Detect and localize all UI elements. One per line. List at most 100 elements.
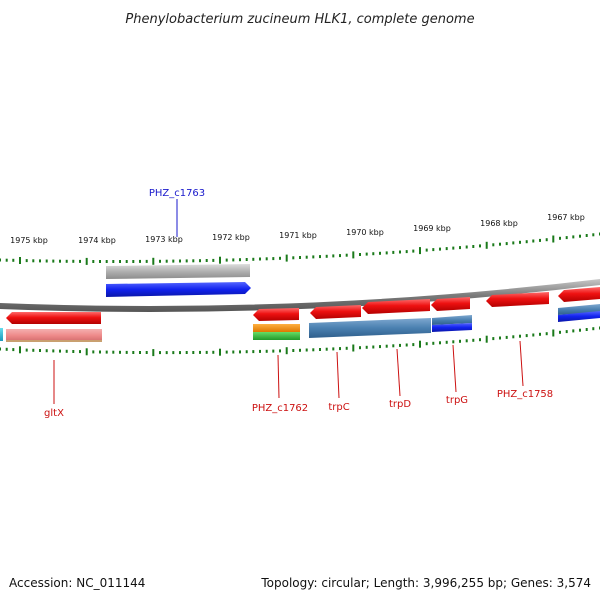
gene-right-red[interactable]: [558, 287, 600, 302]
gene-teal-left[interactable]: [0, 328, 3, 341]
inner-tick-2: [12, 348, 15, 352]
gene-label-trpC[interactable]: trpC: [328, 402, 349, 413]
inner-tick-83: [552, 329, 555, 337]
gene-label-trpD[interactable]: trpD: [389, 399, 411, 410]
gene-PHZ_c1762[interactable]: [253, 308, 299, 321]
inner-tick-65: [432, 341, 435, 345]
inner-tick-62: [412, 343, 415, 347]
gene-PHZ_c1762-green[interactable]: [253, 332, 300, 340]
outer-tick-8: [52, 259, 55, 263]
gene-right-blue[interactable]: [558, 311, 600, 322]
outer-tick-13: [85, 257, 88, 265]
outer-tick-66: [439, 247, 441, 251]
inner-tick-74: [492, 337, 495, 341]
gene-trpG-blue[interactable]: [432, 323, 472, 332]
outer-tick-40: [265, 257, 268, 261]
outer-tick-57: [379, 251, 381, 255]
inner-tick-34: [225, 350, 228, 354]
inner-tick-52: [345, 346, 348, 350]
outer-tick-27: [179, 259, 181, 263]
label-leader-lines: [53, 199, 524, 404]
outer-tick-37: [245, 258, 248, 261]
outer-tick-49: [325, 254, 328, 258]
gene-label-PHZ_c1763[interactable]: PHZ_c1763: [149, 188, 205, 199]
inner-tick-40: [265, 349, 268, 353]
inner-tick-49: [325, 347, 328, 351]
gene-PHZ_c1758[interactable]: [486, 292, 549, 307]
inner-tick-28: [185, 351, 188, 354]
outer-tick-82: [545, 238, 548, 242]
inner-tick-7: [45, 349, 48, 353]
gene-PHZ_c1762-orange[interactable]: [253, 324, 300, 332]
outer-tick-12: [79, 259, 81, 263]
inner-tick-24: [159, 351, 161, 355]
outer-tick-63: [419, 247, 421, 255]
outer-tick-76: [505, 242, 508, 246]
inner-tick-45: [299, 348, 301, 352]
outer-tick-83: [552, 235, 555, 243]
scale-label-1968: 1968 kbp: [480, 219, 518, 228]
outer-tick-70: [465, 245, 468, 249]
inner-tick-4: [25, 348, 28, 352]
outer-tick-7: [45, 259, 48, 263]
inner-tick-25: [165, 351, 168, 355]
outer-tick-53: [352, 251, 355, 259]
inner-tick-55: [365, 345, 368, 349]
scale-label-1974: 1974 kbp: [78, 236, 116, 245]
inner-tick-43: [285, 347, 288, 355]
outer-tick-75: [499, 242, 501, 246]
gene-label-gltX[interactable]: gltX: [44, 408, 64, 419]
inner-tick-35: [232, 350, 235, 354]
gene-gltX-rna[interactable]: [6, 329, 102, 342]
inner-tick-76: [505, 335, 508, 339]
inner-tick-5: [32, 348, 35, 352]
gene-trpC[interactable]: [310, 305, 361, 319]
outer-tick-71: [472, 245, 475, 248]
accession-text: Accession: NC_011144: [9, 576, 145, 590]
gene-label-PHZ_c1762[interactable]: PHZ_c1762: [252, 403, 308, 414]
inner-tick-68: [452, 340, 455, 344]
outer-tick-26: [172, 259, 175, 263]
gene-label-trpG[interactable]: trpG: [446, 395, 468, 406]
inner-tick-46: [305, 348, 308, 352]
scale-label-1971: 1971 kbp: [279, 231, 317, 240]
outer-tick-47: [312, 255, 315, 259]
outer-tick-89: [592, 233, 595, 237]
outer-tick-38: [252, 257, 255, 261]
operon-trp-steel[interactable]: [309, 318, 431, 338]
inner-tick-85: [565, 330, 568, 334]
inner-tick-53: [352, 344, 355, 352]
inner-tick-39: [259, 349, 261, 353]
inner-tick-79: [525, 334, 528, 338]
inner-tick-33: [219, 348, 221, 356]
outer-tick-56: [372, 252, 375, 256]
gene-PHZ_c1763-grey[interactable]: [106, 264, 250, 279]
outer-scale-ticks: [0, 232, 600, 265]
gene-PHZ_c1763[interactable]: [106, 282, 251, 297]
outer-tick-24: [159, 259, 161, 263]
inner-tick-0: [0, 347, 1, 351]
inner-tick-60: [399, 343, 401, 347]
outer-tick-36: [239, 258, 241, 262]
gene-gltX[interactable]: [6, 312, 101, 324]
inner-tick-84: [559, 330, 561, 334]
gene-trpG[interactable]: [431, 297, 470, 311]
scale-label-1970: 1970 kbp: [346, 228, 384, 237]
gene-gltX-rna-edge: [6, 340, 102, 342]
inner-tick-66: [439, 341, 441, 345]
operon-trp-steel-right[interactable]: [432, 315, 472, 325]
outer-tick-35: [232, 258, 235, 262]
outer-tick-6: [39, 259, 41, 263]
outer-tick-4: [25, 259, 28, 263]
gene-label-PHZ_c1758[interactable]: PHZ_c1758: [497, 389, 553, 400]
outer-tick-19: [125, 260, 128, 263]
outer-tick-55: [365, 252, 368, 256]
outer-tick-88: [585, 234, 588, 237]
leader-trpG: [452, 344, 457, 393]
inner-tick-61: [405, 343, 408, 347]
inner-tick-22: [145, 351, 148, 354]
outer-tick-59: [392, 250, 395, 254]
leader-PHZ_c1762: [277, 354, 280, 399]
inner-tick-20: [132, 351, 135, 354]
gene-trpD[interactable]: [362, 299, 430, 314]
